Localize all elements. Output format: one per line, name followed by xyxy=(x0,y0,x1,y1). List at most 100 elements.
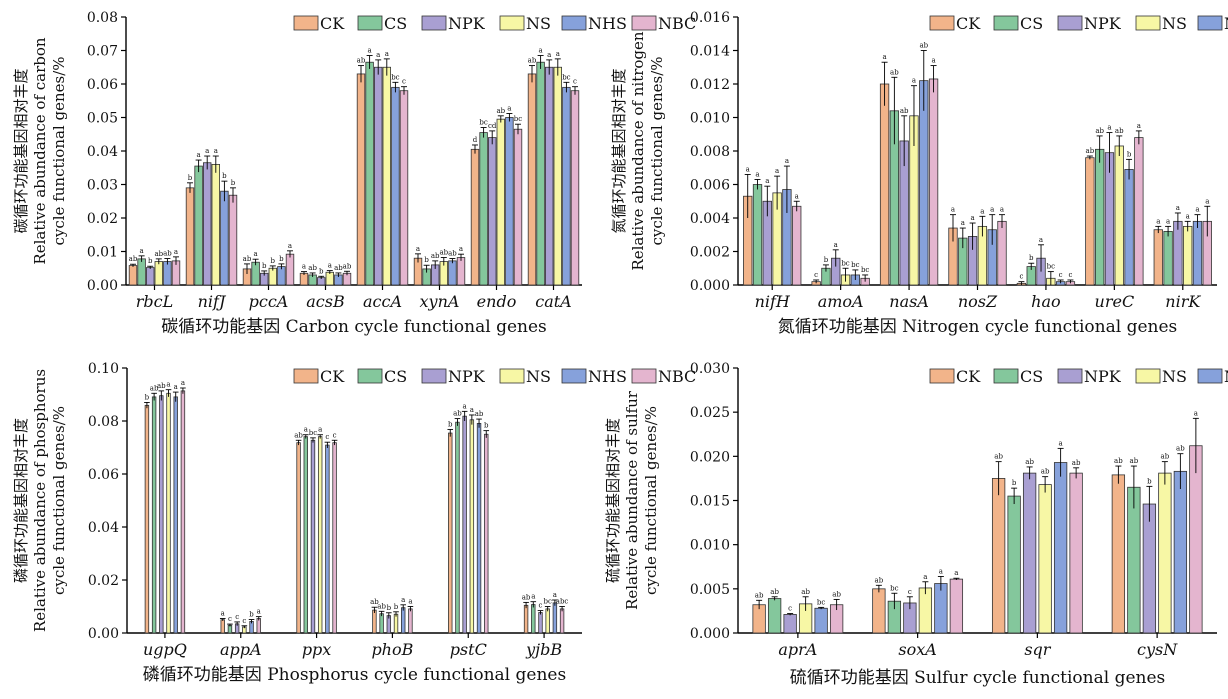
significance-letter: a xyxy=(385,50,389,58)
significance-letter: a xyxy=(553,591,557,599)
significance-letter: ab xyxy=(1072,459,1081,467)
significance-letter: a xyxy=(181,379,185,387)
significance-letter: c xyxy=(402,78,406,86)
significance-letter: ab xyxy=(1095,127,1104,135)
significance-letter: ab xyxy=(890,68,899,76)
significance-letter: ab xyxy=(377,602,386,610)
x-tick-label: acsB xyxy=(306,292,345,311)
bar-CK-nasA xyxy=(879,83,890,286)
x-axis-label: 硫循环功能基因 Sulfur cycle functional genes xyxy=(790,668,1166,688)
x-axis-label: 磷循环功能基因 Phosphorus cycle functional gene… xyxy=(143,665,566,685)
x-tick-label: amoA xyxy=(818,292,864,311)
significance-letter: ab xyxy=(294,431,303,439)
bar-CS-endo xyxy=(479,132,488,286)
significance-letter: ab xyxy=(1176,445,1185,453)
x-tick-label: cysN xyxy=(1137,640,1178,659)
x-tick-label: soxA xyxy=(898,640,936,659)
legend-swatch-CK xyxy=(929,368,955,384)
significance-letter: b xyxy=(249,611,254,619)
significance-letter: a xyxy=(775,167,779,175)
significance-letter: a xyxy=(1194,409,1198,417)
y-tick-label: 0.020 xyxy=(690,449,730,465)
significance-letter: c xyxy=(235,613,239,621)
legend-swatch-CS xyxy=(357,368,383,384)
bar-NS-ppx xyxy=(317,436,323,634)
significance-letter: c xyxy=(333,431,337,439)
bar-NBC-ugpQ xyxy=(180,390,186,634)
bar-NPK-rbcL xyxy=(145,267,155,286)
legend-swatch-CS xyxy=(357,15,383,31)
significance-letter: a xyxy=(971,214,975,222)
bar-NPK-ppx xyxy=(310,439,316,634)
significance-letter: d xyxy=(473,136,478,144)
significance-letter: ab xyxy=(832,590,841,598)
significance-letter: ab xyxy=(154,250,163,258)
significance-letter: a xyxy=(1039,236,1043,244)
y-tick-label: 0.00 xyxy=(87,278,118,294)
significance-letter: ab xyxy=(475,410,484,418)
significance-letter: ab xyxy=(1086,147,1095,155)
significance-letter: a xyxy=(755,170,759,178)
significance-letter: ab xyxy=(163,250,172,258)
significance-letter: ab xyxy=(522,593,531,601)
significance-letter: c xyxy=(814,271,818,279)
bar-NHS-ppx xyxy=(325,444,330,634)
significance-letter: a xyxy=(961,219,965,227)
bar-NBC-accA xyxy=(399,90,409,286)
bar-CK-cysN xyxy=(1111,474,1126,634)
bar-CK-ppx xyxy=(296,442,301,634)
significance-letter: b xyxy=(279,255,284,263)
bar-NPK-pstC xyxy=(462,415,467,634)
significance-letter: b xyxy=(319,267,324,275)
significance-letter: b xyxy=(1012,479,1017,487)
significance-letter: c xyxy=(325,433,329,441)
significance-letter: b xyxy=(448,420,453,428)
significance-letter: a xyxy=(174,248,178,256)
bar-CK-soxA xyxy=(872,588,886,634)
significance-letter: bc xyxy=(817,598,825,606)
bar-NPK-sqr xyxy=(1022,472,1037,634)
significance-letter: a xyxy=(221,610,225,618)
bar-CS-sqr xyxy=(1007,495,1021,634)
significance-letter: ab xyxy=(1115,127,1124,135)
y-tick-label: 0.000 xyxy=(690,278,730,294)
significance-letter: ab xyxy=(150,384,159,392)
x-tick-label: accA xyxy=(363,292,402,311)
y-tick-label: 0.004 xyxy=(690,211,730,227)
bar-NBC-ppx xyxy=(332,442,337,634)
bar-CK-ugpQ xyxy=(144,404,150,634)
significance-letter: a xyxy=(795,192,799,200)
significance-letter: a xyxy=(1186,212,1190,220)
y-axis-label: cycle functional genes/% xyxy=(50,406,68,595)
significance-letter: a xyxy=(1000,206,1004,214)
significance-letter: a xyxy=(257,608,261,616)
bar-NBC-ureC xyxy=(1134,137,1144,286)
x-tick-label: phoB xyxy=(371,640,413,659)
bar-CK-nirK xyxy=(1153,229,1163,286)
bar-CS-ureC xyxy=(1095,148,1105,286)
x-tick-label: nosZ xyxy=(958,292,998,311)
x-tick-label: appA xyxy=(220,640,262,659)
significance-letter: a xyxy=(954,569,958,577)
legend-swatch-NPK xyxy=(1057,368,1083,384)
legend-swatch-CK xyxy=(293,15,319,31)
y-tick-label: 0.006 xyxy=(690,178,730,194)
bar-NHS-sqr xyxy=(1053,462,1068,634)
significance-letter: a xyxy=(328,262,332,270)
bar-NHS-ugpQ xyxy=(173,396,178,634)
significance-letter: a xyxy=(507,104,511,112)
bar-CS-nifJ xyxy=(194,165,203,286)
bar-NS-ugpQ xyxy=(166,392,171,634)
significance-letter: b xyxy=(262,262,267,270)
bar-NBC-nasA xyxy=(928,78,939,286)
bar-NHS-soxA xyxy=(934,583,948,634)
bar-NS-soxA xyxy=(918,587,933,634)
significance-letter: ab xyxy=(453,410,462,418)
significance-letter: b xyxy=(824,256,829,264)
legend-label: NBC xyxy=(658,14,696,33)
bar-CS-aprA xyxy=(767,598,782,634)
significance-letter: a xyxy=(556,50,560,58)
